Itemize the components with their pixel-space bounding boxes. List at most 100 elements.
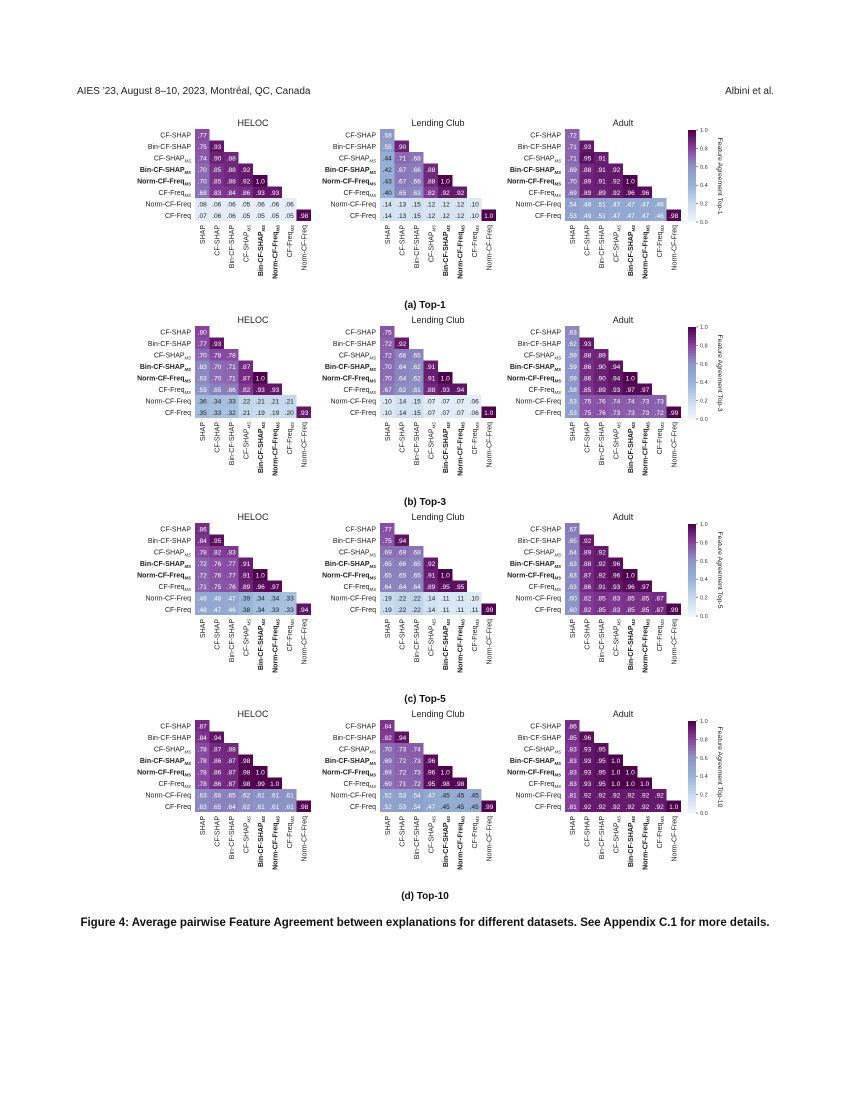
cell-value-label: .64 — [568, 550, 577, 557]
heatmap-cell — [594, 360, 609, 372]
heatmap-cell — [394, 337, 409, 349]
column-label: Bin-CF-SHAPMS — [628, 816, 636, 867]
heatmap-cell — [224, 383, 239, 395]
heatmap-cell — [409, 603, 424, 615]
heatmap-cell — [565, 743, 580, 755]
colorbar-segment — [688, 562, 696, 565]
heatmap-cell — [209, 337, 224, 349]
cell-value-label: .83 — [611, 596, 620, 603]
cell-value-label: .08 — [198, 202, 207, 209]
cell-value-label: .67 — [397, 167, 406, 174]
cell-value-label: .45 — [455, 804, 464, 811]
cell-value-label: .64 — [227, 804, 236, 811]
cell-value-label: .54 — [412, 804, 421, 811]
heatmap-cell — [579, 592, 594, 604]
heatmap-cell — [452, 186, 467, 198]
column-label: SHAP — [385, 619, 392, 638]
cell-value-label: .93 — [582, 758, 591, 765]
heatmap-cell — [579, 395, 594, 407]
column-label: Bin-CF-SHAPMS — [443, 619, 451, 670]
colorbar-segment — [688, 413, 696, 416]
cell-value-label: .47 — [227, 596, 236, 603]
column-label: CF-SHAPMS — [243, 225, 251, 262]
cell-value-label: .07 — [426, 399, 435, 406]
heatmap-cell — [467, 603, 482, 615]
colorbar-segment — [688, 534, 696, 537]
cell-value-label: 1.0 — [611, 758, 620, 765]
colorbar-tick-label: 0.2 — [700, 793, 708, 799]
heatmap-cell — [409, 800, 424, 812]
cell-value-label: .72 — [568, 133, 577, 140]
cell-value-label: .83 — [568, 770, 577, 777]
heatmap-cell — [579, 383, 594, 395]
heatmap-cell — [423, 557, 438, 569]
heatmap-cell — [296, 209, 311, 221]
colorbar-tick-label: 0.2 — [700, 399, 708, 405]
cell-value-label: .91 — [597, 167, 606, 174]
column-label: Bin-CF-SHAP — [414, 816, 421, 860]
colorbar-segment — [688, 355, 696, 358]
heatmap-cell — [409, 372, 424, 384]
column-label: Norm-CF-FreqMS — [457, 422, 465, 476]
heatmap-cell — [666, 800, 681, 812]
cell-value-label: .39 — [241, 596, 250, 603]
heatmap-cell — [423, 777, 438, 789]
heatmap-cell — [608, 186, 623, 198]
cell-value-label: .78 — [198, 758, 207, 765]
cell-value-label: .85 — [640, 596, 649, 603]
column-label: Norm-CF-FreqMS — [457, 619, 465, 673]
heatmap-cell — [438, 592, 453, 604]
heatmap-cell — [565, 546, 580, 558]
row-label: CF-SHAPMS — [339, 352, 376, 360]
heatmap-cell — [380, 349, 395, 361]
heatmap-cell — [594, 163, 609, 175]
heatmap-cell — [195, 546, 210, 558]
cell-value-label: .62 — [412, 364, 421, 371]
cell-value-label: .82 — [212, 550, 221, 557]
heatmap-cell — [608, 592, 623, 604]
cell-value-label: .47 — [611, 202, 620, 209]
heatmap-cell — [224, 546, 239, 558]
heatmap-panel-heloc: HELOC CF-SHAP .87 Bin-CF-SHAP .84 .94 CF-SHAPM… — [137, 709, 311, 870]
heatmap-cell — [195, 209, 210, 221]
row-label: CF-FreqMS — [158, 584, 191, 592]
heatmap-cell — [565, 209, 580, 221]
row-label: CF-FreqMS — [528, 387, 561, 395]
cell-value-label: .98 — [299, 804, 308, 811]
cell-value-label: .89 — [426, 584, 435, 591]
cell-value-label: .58 — [383, 133, 392, 140]
heatmap-cell — [438, 603, 453, 615]
cell-value-label: .06 — [227, 202, 236, 209]
row-label: CF-SHAP — [530, 723, 561, 730]
heatmap-cell — [409, 592, 424, 604]
cell-value-label: .92 — [582, 793, 591, 800]
column-label: CF-SHAPMS — [243, 816, 251, 853]
heatmap-cell — [238, 383, 253, 395]
heatmap-cell — [637, 592, 652, 604]
column-label: CF-FreqMS — [472, 619, 480, 652]
heatmap-cell — [637, 777, 652, 789]
colorbar-segment — [688, 552, 696, 555]
heatmap-cell — [253, 383, 268, 395]
heatmap-cell — [423, 372, 438, 384]
cell-value-label: .40 — [383, 190, 392, 197]
heatmap-cell — [594, 395, 609, 407]
cell-value-label: .88 — [582, 353, 591, 360]
cell-value-label: .76 — [597, 410, 606, 417]
heatmap-cell — [423, 754, 438, 766]
cell-value-label: .87 — [198, 724, 207, 731]
heatmap-cell — [652, 209, 667, 221]
heatmap-cell — [565, 337, 580, 349]
heatmap-cell — [594, 743, 609, 755]
colorbar-tick-label: 0.6 — [700, 756, 708, 762]
cell-value-label: .84 — [227, 190, 236, 197]
heatmap-cell — [594, 383, 609, 395]
row-label: Norm-CF-FreqMS — [507, 769, 561, 777]
colorbar-segment — [688, 166, 696, 169]
cell-value-label: .85 — [597, 607, 606, 614]
cell-value-label: .92 — [426, 561, 435, 568]
colorbar-segment — [688, 385, 696, 388]
heatmap-cell — [565, 349, 580, 361]
heatmap-cell — [253, 569, 268, 581]
